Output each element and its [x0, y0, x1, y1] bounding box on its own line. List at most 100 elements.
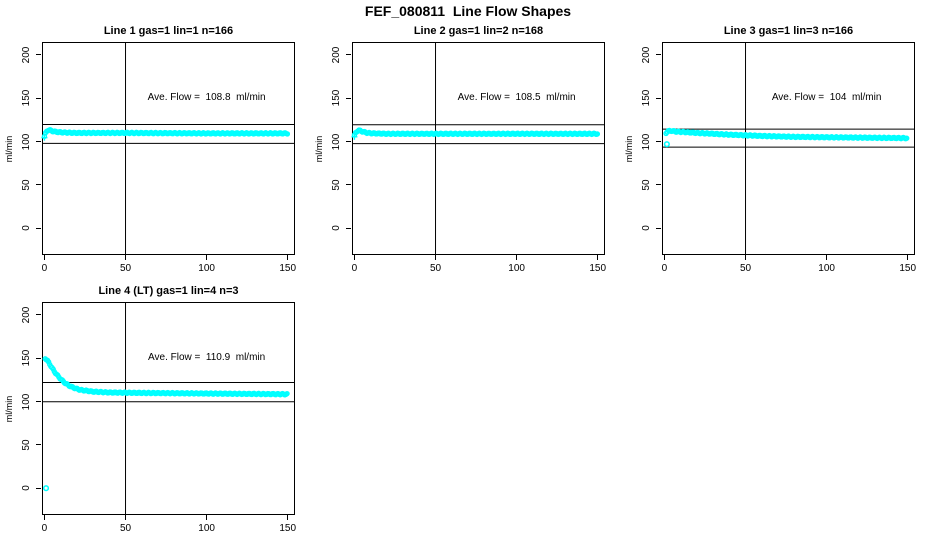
y-axis-tick-label: 200 — [21, 46, 32, 64]
panel-line3: Line 3 gas=1 lin=3 n=166 0 50 100 150 200 0 50… — [624, 25, 916, 274]
y-axis-tick-label: 0 — [21, 225, 32, 231]
y-axis-tick-label: 50 — [21, 179, 32, 191]
y-axis-tick — [346, 54, 351, 56]
x-axis-tick-label: 100 — [508, 263, 525, 274]
data-point — [904, 135, 910, 141]
y-axis-tick — [36, 314, 41, 316]
y-axis-tick-label: 200 — [331, 46, 342, 64]
y-axis-tick-label: 150 — [21, 89, 32, 107]
y-axis-tick — [36, 97, 41, 99]
y-axis-tick — [656, 227, 661, 229]
x-axis-tick — [597, 255, 599, 260]
panel-line4: Line 4 (LT) gas=1 lin=4 n=3 0 50 100 150 200… — [4, 285, 296, 534]
y-axis-tick-label: 50 — [641, 179, 652, 191]
x-axis-tick-label: 150 — [279, 523, 297, 534]
y-axis-tick-label: 100 — [641, 133, 652, 150]
y-axis-tick — [346, 97, 351, 99]
plot-area — [662, 42, 915, 255]
plot-box — [352, 42, 605, 255]
y-axis-tick-label: 100 — [21, 393, 32, 410]
average-flow-annotation: Ave. Flow = 104 ml/min — [771, 92, 882, 104]
plot-area — [42, 302, 295, 515]
plot-box — [42, 302, 295, 515]
data-point — [284, 131, 291, 137]
y-axis-label: ml/min — [314, 135, 324, 162]
plot-area — [351, 42, 605, 255]
y-axis-tick-label: 200 — [21, 306, 32, 324]
y-axis-tick — [346, 184, 351, 186]
x-axis-tick — [125, 255, 127, 260]
x-axis-tick — [516, 255, 518, 260]
panel-line1: Line 1 gas=1 lin=1 n=166 0 50 100 150 200 0 50… — [4, 25, 296, 274]
x-axis-tick — [43, 515, 45, 520]
y-axis-tick — [36, 487, 41, 489]
data-point — [45, 359, 52, 365]
plus-marker — [351, 133, 358, 140]
y-axis-tick-label: 150 — [331, 89, 342, 107]
y-axis-tick — [36, 227, 41, 229]
x-axis-tick-label: 50 — [739, 263, 752, 274]
average-flow-annotation: Ave. Flow = 110.9 ml/min — [148, 352, 266, 364]
x-axis-tick — [435, 255, 437, 260]
x-axis-tick-label: 150 — [589, 263, 607, 274]
y-axis-tick — [346, 141, 351, 143]
x-axis-tick — [287, 255, 289, 260]
plot-area — [41, 42, 295, 255]
y-axis-tick — [346, 227, 351, 229]
x-axis-tick — [826, 255, 828, 260]
y-axis-tick — [36, 401, 41, 403]
outlier-point — [43, 485, 50, 492]
y-axis-tick-label: 0 — [21, 485, 32, 491]
x-axis-tick-label: 0 — [41, 523, 48, 534]
y-axis-tick — [36, 444, 41, 446]
figure-title: FEF_080811 Line Flow Shapes — [364, 3, 572, 19]
plot-box — [42, 42, 295, 255]
x-axis-tick-label: 50 — [429, 263, 442, 274]
x-axis-tick-label: 50 — [119, 263, 132, 274]
outlier-point — [663, 141, 670, 148]
panel-title: Line 4 (LT) gas=1 lin=4 n=3 — [98, 285, 239, 297]
y-axis-tick — [36, 184, 41, 186]
y-axis-label: ml/min — [4, 135, 14, 162]
y-axis-label: ml/min — [4, 395, 14, 422]
average-flow-annotation: Ave. Flow = 108.5 ml/min — [457, 92, 576, 104]
x-axis-tick — [745, 255, 747, 260]
plot-box — [662, 42, 915, 255]
y-axis-tick — [36, 357, 41, 359]
x-axis-tick — [125, 515, 127, 520]
plus-marker — [41, 134, 48, 141]
panel-title: Line 2 gas=1 lin=2 n=168 — [413, 25, 544, 37]
x-axis-tick — [353, 255, 355, 260]
x-axis-tick-label: 0 — [41, 263, 48, 274]
y-axis-tick-label: 150 — [641, 89, 652, 107]
x-axis-tick-label: 100 — [818, 263, 835, 274]
x-axis-tick-label: 0 — [661, 263, 668, 274]
x-axis-tick-label: 50 — [119, 523, 132, 534]
y-axis-tick — [656, 141, 661, 143]
x-axis-tick — [663, 255, 665, 260]
y-axis-tick-label: 200 — [641, 46, 652, 64]
average-flow-annotation: Ave. Flow = 108.8 ml/min — [147, 92, 266, 104]
y-axis-tick-label: 100 — [21, 133, 32, 150]
y-axis-tick — [36, 141, 41, 143]
x-axis-tick — [206, 515, 208, 520]
x-axis-tick — [206, 255, 208, 260]
y-axis-tick-label: 50 — [331, 179, 342, 191]
y-axis-tick — [656, 54, 661, 56]
x-axis-tick-label: 150 — [279, 263, 297, 274]
x-axis-tick-label: 100 — [198, 263, 215, 274]
x-axis-tick-label: 0 — [351, 263, 358, 274]
data-point — [594, 131, 601, 137]
panel-line2: Line 2 gas=1 lin=2 n=168 0 50 100 150 200 0 50… — [314, 25, 606, 274]
y-axis-tick — [656, 97, 661, 99]
panel-title: Line 1 gas=1 lin=1 n=166 — [103, 25, 234, 37]
x-axis-tick — [907, 255, 909, 260]
y-axis-tick-label: 50 — [21, 439, 32, 451]
y-axis-tick-label: 150 — [21, 349, 32, 367]
x-axis-tick-label: 100 — [198, 523, 215, 534]
y-axis-label: ml/min — [624, 135, 634, 162]
x-axis-tick-label: 150 — [899, 263, 917, 274]
data-point — [284, 390, 290, 397]
y-axis-tick — [656, 184, 661, 186]
